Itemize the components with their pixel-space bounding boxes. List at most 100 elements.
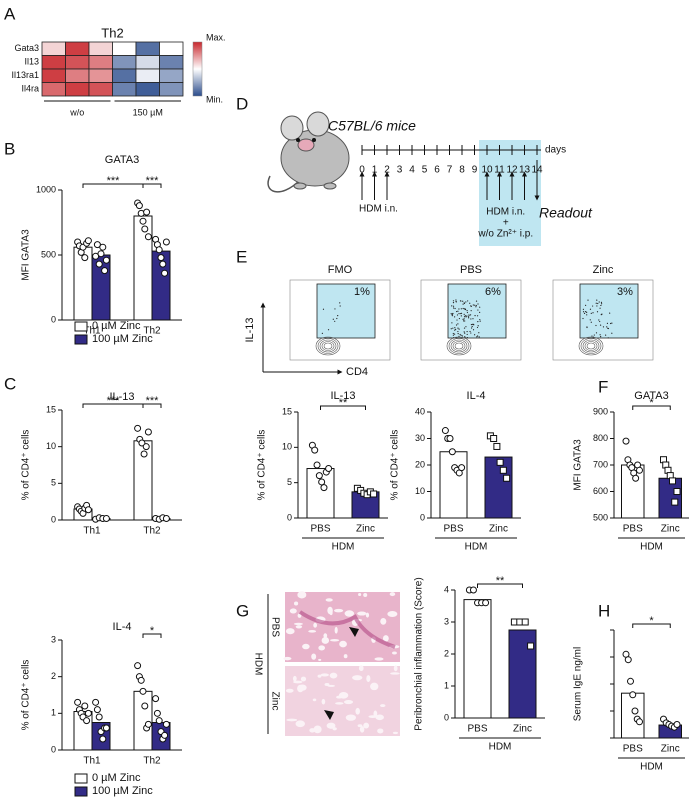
flow-event (590, 321, 592, 323)
heatmap-cell (65, 41, 90, 56)
tissue-space (327, 684, 336, 687)
flow-event (463, 318, 465, 320)
heatmap-cell (112, 55, 137, 70)
flow-event (478, 336, 480, 338)
flow-event (601, 313, 603, 315)
data-point (311, 446, 319, 454)
flow-event (599, 324, 602, 326)
data-point (496, 458, 504, 466)
flow-event (465, 301, 467, 303)
treatment-window (479, 140, 541, 246)
flow-event (322, 308, 325, 310)
y-tick-label: 30 (415, 433, 425, 443)
flow-event (455, 300, 457, 303)
data-point (669, 477, 676, 485)
timeline-day: 7 (447, 165, 453, 176)
significance-bracket (142, 403, 162, 408)
flow-event (466, 333, 468, 336)
flow-contour (323, 342, 333, 350)
panel-label: F (598, 377, 608, 396)
flow-event (455, 299, 457, 301)
chart-title: GATA3 (634, 390, 668, 402)
mouse-illustration (267, 111, 350, 193)
y-tick-label: 700 (593, 459, 608, 469)
flow-title: FMO (328, 264, 353, 276)
data-point (93, 241, 101, 249)
tissue-space (311, 653, 317, 660)
flow-event (477, 303, 479, 305)
data-point (138, 439, 146, 447)
y-tick-label: 2 (444, 648, 449, 658)
flow-percent: 3% (617, 286, 633, 298)
data-point (441, 427, 449, 435)
tissue-space (283, 656, 292, 661)
significance-bracket (477, 583, 523, 588)
flow-event (468, 317, 470, 319)
flow-event (592, 312, 594, 314)
color-scale (192, 41, 203, 97)
x-tick-label: PBS (623, 524, 643, 535)
tissue-space (380, 617, 387, 625)
y-tick-label: 10 (415, 486, 425, 496)
flow-event (587, 299, 589, 301)
y-tick-label: 1000 (36, 184, 56, 194)
tissue-space (329, 672, 338, 679)
data-point (627, 677, 634, 685)
flow-event (471, 325, 473, 328)
data-point (482, 599, 490, 607)
flow-event (602, 326, 605, 328)
legend-swatch (74, 773, 88, 784)
timeline-day: 13 (519, 165, 531, 176)
flow-event (463, 302, 465, 304)
flow-event (475, 306, 477, 308)
data-point (636, 718, 643, 726)
x-tick-label: PBS (443, 524, 463, 535)
tissue-space (352, 675, 363, 681)
flow-event (591, 335, 593, 337)
data-point (152, 695, 160, 703)
legend-label: 100 µM Zinc (92, 785, 153, 797)
data-point (629, 691, 637, 699)
flow-contour (584, 341, 598, 351)
tissue-space (375, 714, 384, 721)
flow-event (454, 307, 456, 310)
tissue-space (318, 658, 322, 661)
flow-event (454, 329, 456, 331)
timeline-day: 8 (459, 165, 465, 176)
data-point (624, 656, 632, 664)
timeline-unit: days (545, 145, 566, 156)
data-point (632, 474, 640, 482)
flow-event (597, 302, 599, 305)
flow-gate (316, 283, 376, 339)
flow-contour (317, 338, 339, 354)
bar (463, 599, 492, 719)
tissue-space (387, 611, 398, 618)
flow-event (455, 324, 458, 326)
flow-event (609, 312, 611, 314)
tissue-space (373, 710, 378, 717)
data-point (134, 424, 142, 432)
tissue-space (339, 640, 347, 648)
flow-event (479, 320, 481, 322)
flow-event (457, 323, 459, 325)
tissue-space (343, 654, 348, 659)
flow-gate (579, 283, 639, 339)
flow-event (452, 327, 454, 329)
tissue-structure (298, 610, 396, 649)
data-point (153, 709, 161, 717)
flow-event (460, 308, 462, 310)
y-tick-label: 10 (46, 441, 56, 451)
treatment-label: HDM i.n. (359, 204, 398, 215)
x-tick-label: Zinc (513, 724, 532, 735)
heatmap-group-label: 150 µM (133, 107, 163, 117)
panel-label: A (4, 4, 16, 23)
group-label: HDM (489, 742, 512, 753)
tissue-space (363, 722, 370, 729)
tissue-space (358, 592, 362, 597)
flow-event (592, 305, 594, 307)
timeline-day: 0 (359, 165, 365, 176)
data-point (157, 254, 165, 262)
data-point (493, 442, 501, 450)
flow-event (600, 303, 603, 305)
